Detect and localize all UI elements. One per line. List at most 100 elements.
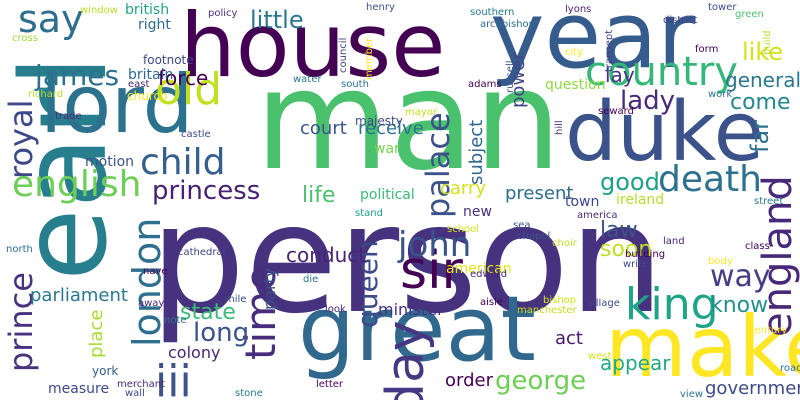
word-like: like (742, 38, 784, 66)
word-duke: duke (565, 85, 765, 180)
word-state: state (180, 300, 236, 325)
word-old: old (155, 64, 223, 115)
word-south: south (341, 79, 369, 90)
word-george: george (495, 366, 587, 396)
word-transept: transept (604, 29, 615, 72)
word-order: order (445, 370, 493, 391)
word-long: long (193, 318, 250, 348)
word-princess: princess (152, 176, 261, 206)
word-good: good (600, 168, 660, 196)
word-look: look (325, 304, 346, 315)
word-war: war (374, 141, 400, 157)
word-motion: motion (85, 154, 135, 170)
word-way: way (710, 259, 771, 294)
word-east: east (128, 79, 150, 90)
word-mile: mile (225, 294, 247, 305)
word-say: say (18, 0, 84, 41)
word-lyons: lyons (565, 4, 592, 15)
word-policy: policy (208, 8, 238, 19)
word-present: present (505, 183, 574, 204)
word-receive: receive (358, 118, 424, 139)
word-english: english (12, 164, 142, 205)
word-soon: soon (600, 237, 653, 262)
word-cross: cross (12, 33, 38, 44)
word-hill: hill (554, 120, 565, 135)
word-west: west (588, 351, 612, 362)
word-stone: stone (235, 388, 263, 399)
word-america: america (577, 210, 618, 221)
word-chapel: chapel (517, 231, 551, 242)
word-conduct: conduct (286, 243, 367, 267)
word-wall: wall (125, 388, 145, 399)
word-manchester: manchester (517, 305, 577, 316)
word-place: place (86, 309, 107, 358)
word-sea: sea (513, 220, 531, 231)
word-carry: carry (440, 178, 487, 199)
word-death: death (658, 159, 762, 200)
word-force: force (158, 66, 209, 90)
word-century: century (749, 325, 788, 336)
word-letter: letter (316, 379, 344, 390)
word-day: day (376, 320, 436, 400)
word-minister: minister (378, 300, 444, 319)
word-majesty: majesty (355, 114, 403, 128)
word-child: child (140, 142, 226, 183)
word-church: church (127, 89, 168, 103)
word-come: come (730, 90, 791, 115)
word-far: far (746, 119, 774, 153)
word-richard: richard (28, 89, 64, 100)
word-party: party (260, 267, 279, 310)
word-sir: sir (400, 241, 463, 301)
word-year: year (490, 0, 696, 89)
word-water: water (293, 74, 322, 85)
word-road: road (780, 363, 800, 374)
word-tower: tower (708, 2, 737, 13)
word-appear: appear (600, 351, 671, 375)
word-palace: palace (419, 112, 457, 218)
word-edward: edward (470, 269, 508, 280)
word-council: council (338, 37, 349, 73)
word-question: question (545, 77, 606, 93)
word-body: body (708, 256, 733, 267)
word-lay: lay (605, 63, 635, 87)
word-adams: adams (468, 79, 502, 90)
word-archbishop: archbishop (480, 19, 535, 30)
word-measure: measure (48, 381, 110, 397)
word-court: court (300, 118, 347, 139)
word-little: little (250, 6, 304, 34)
word-political: political (360, 187, 415, 203)
word-school: school (447, 224, 480, 235)
word-general: general (725, 68, 800, 92)
word-merchant: merchant (117, 379, 166, 390)
word-britain: britain (128, 67, 174, 83)
word-mayor: mayor (405, 107, 438, 118)
word-trade: trade (55, 111, 82, 122)
word-american: american (446, 261, 512, 277)
word-member: member (364, 37, 375, 80)
word-city: city (565, 47, 584, 58)
word-james: james (35, 59, 120, 92)
word-village: village (587, 298, 620, 309)
word-british: british (125, 2, 170, 18)
word-king: king (625, 279, 719, 330)
word-away: away (138, 298, 165, 309)
word-parliament: parliament (30, 285, 128, 306)
word-north: north (6, 244, 33, 255)
word-stand: stand (355, 208, 383, 219)
word-cathedral: cathedral (178, 247, 226, 258)
word-form: form (695, 44, 719, 55)
word-work: work (708, 89, 733, 100)
word-royal: royal (2, 99, 40, 179)
word-build: build (762, 30, 773, 55)
word-class: class (745, 241, 770, 252)
word-subject: subject (466, 119, 487, 185)
word-iii: iii (155, 356, 192, 400)
word-window: window (80, 5, 118, 16)
word-house: house (180, 0, 446, 97)
word-henry: henry (366, 2, 395, 13)
word-choir: choir (552, 238, 577, 249)
word-lord: lord (40, 58, 194, 151)
word-know: know (710, 293, 769, 318)
word-street: street (754, 196, 784, 207)
word-act: act (555, 328, 583, 349)
